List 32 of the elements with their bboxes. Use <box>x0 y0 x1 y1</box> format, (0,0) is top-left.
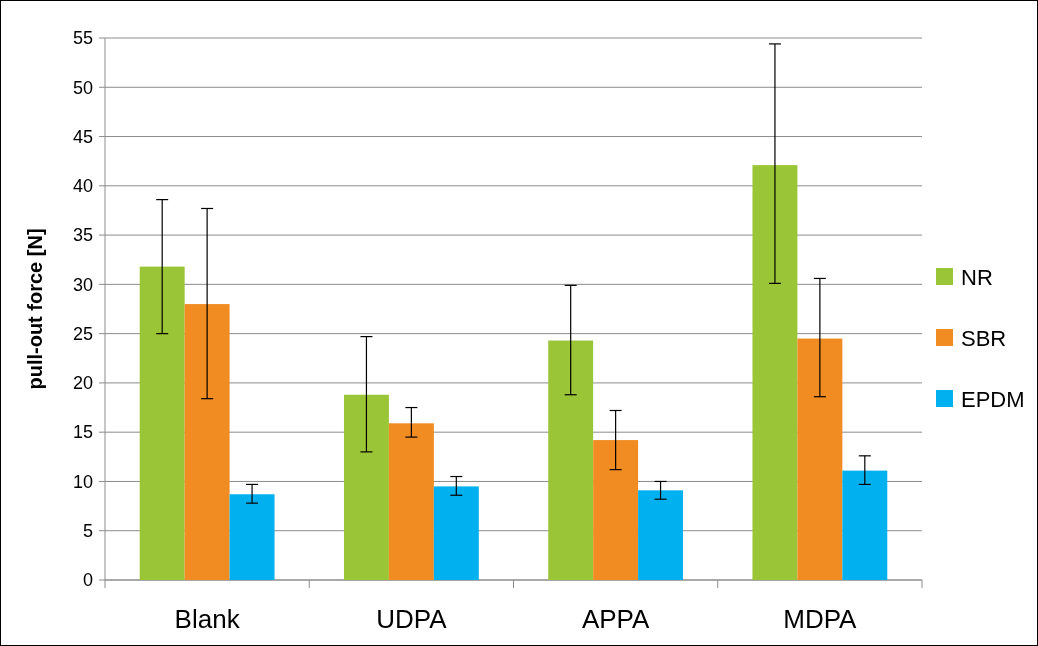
y-tick-label: 0 <box>82 570 93 591</box>
bar <box>433 486 479 580</box>
legend-label: EPDM <box>961 386 1025 412</box>
bar <box>842 470 888 580</box>
y-tick-label: 45 <box>72 126 93 147</box>
bar <box>139 266 185 580</box>
bar <box>343 394 389 580</box>
y-tick-label: 10 <box>72 471 93 492</box>
legend-label: NR <box>961 264 993 290</box>
x-tick-label: UDPA <box>376 604 448 634</box>
y-tick-label: 5 <box>82 521 93 542</box>
x-tick-label: APPA <box>581 604 650 634</box>
y-tick-label: 35 <box>72 225 93 246</box>
x-tick-label: MDPA <box>783 604 858 634</box>
y-tick-label: 30 <box>72 274 93 295</box>
bar <box>184 304 230 580</box>
bar <box>593 440 639 580</box>
bar <box>388 423 434 580</box>
x-tick-label: Blank <box>174 604 241 634</box>
bar <box>797 338 843 580</box>
y-tick-label: 50 <box>72 77 93 98</box>
bar <box>229 494 275 580</box>
bar <box>752 165 798 580</box>
y-axis-title: pull-out force [N] <box>24 228 46 390</box>
legend-label: SBR <box>961 325 1007 351</box>
y-tick-label: 25 <box>72 323 93 344</box>
bar <box>638 490 684 580</box>
y-tick-label: 55 <box>72 28 93 49</box>
bar <box>548 340 594 580</box>
y-tick-label: 20 <box>72 373 93 394</box>
y-tick-label: 15 <box>72 422 93 443</box>
y-tick-label: 40 <box>72 176 93 197</box>
